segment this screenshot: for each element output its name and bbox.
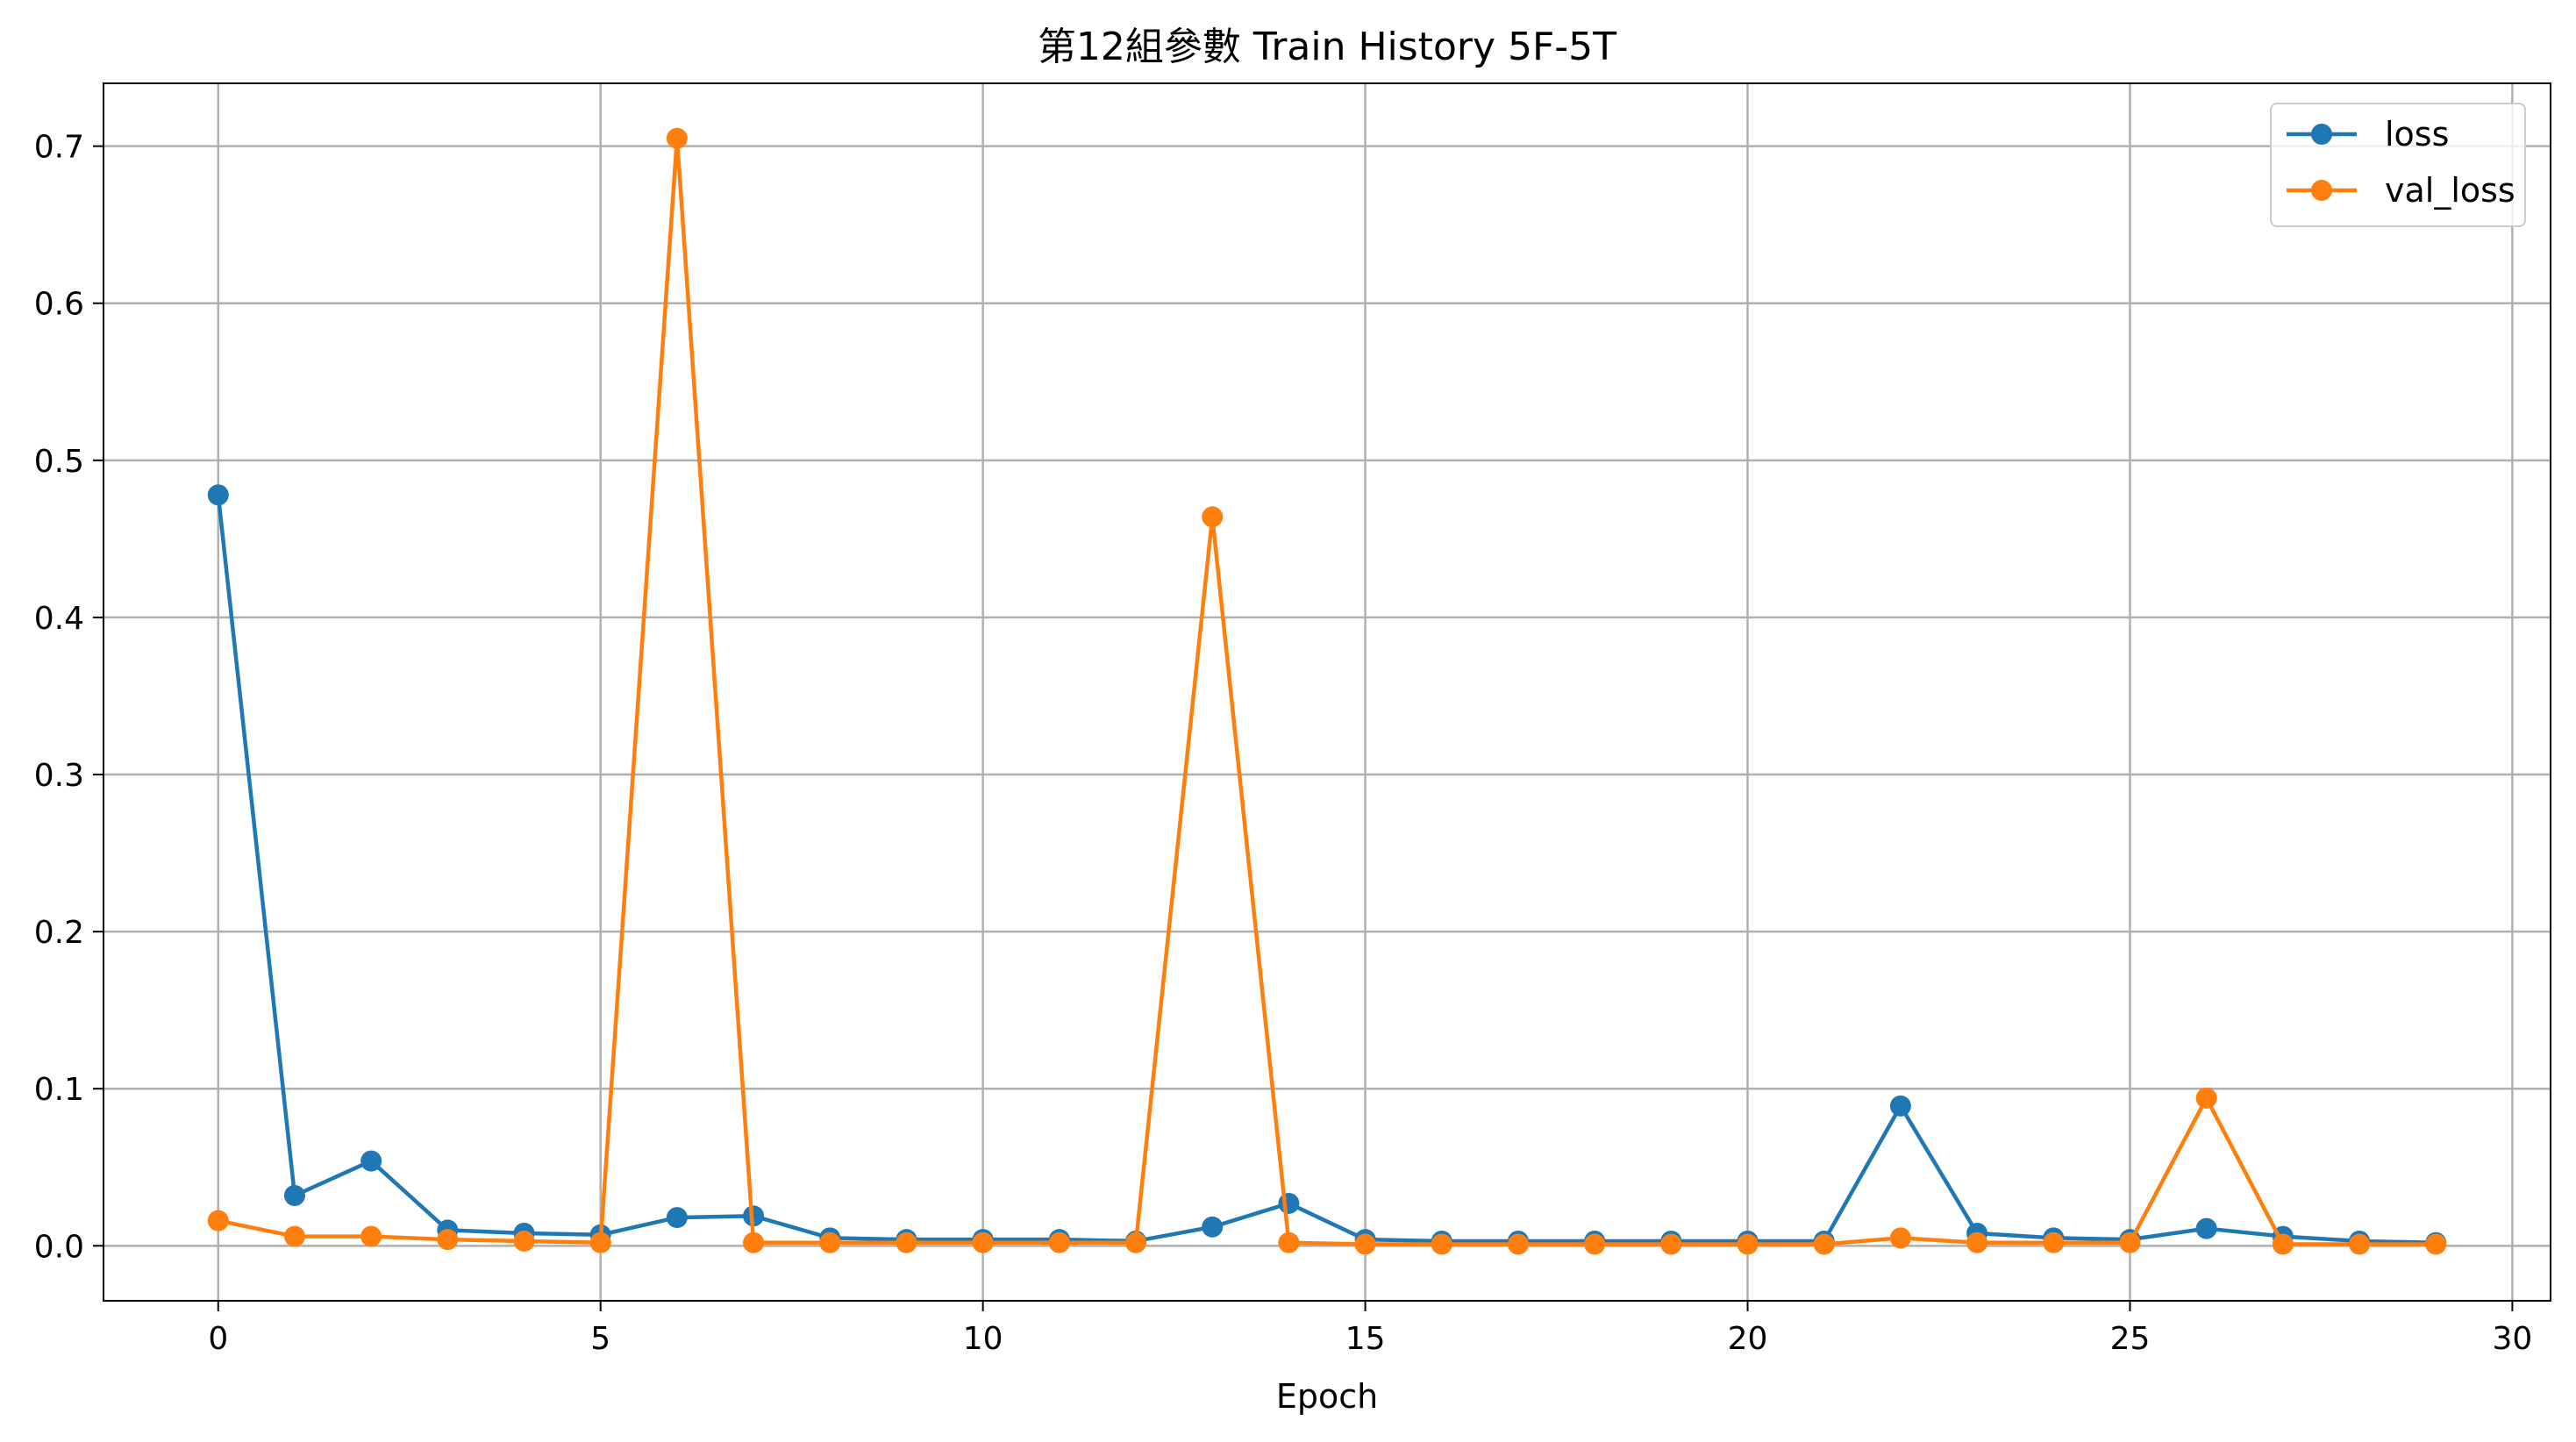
data-point-loss [360, 1150, 382, 1172]
data-point-val-loss [2195, 1087, 2217, 1109]
legend-item-val-loss: val_loss [2287, 171, 2515, 210]
data-point-val-loss [1660, 1233, 1682, 1255]
x-axis-label: Epoch [1276, 1377, 1378, 1416]
data-point-val-loss [1431, 1233, 1452, 1255]
legend-item-loss: loss [2287, 115, 2449, 153]
data-point-val-loss [1889, 1227, 1911, 1249]
data-point-val-loss [589, 1231, 611, 1253]
data-point-val-loss [1125, 1231, 1147, 1253]
y-tick-label: 0.0 [34, 1229, 84, 1265]
y-tick-label: 0.7 [34, 130, 84, 166]
series-line-val-loss [218, 136, 2437, 1246]
x-tick-label: 25 [2110, 1321, 2151, 1357]
data-point-val-loss [1048, 1231, 1070, 1253]
y-tick-label: 0.6 [34, 287, 84, 323]
data-point-loss [1278, 1192, 1300, 1214]
legend-label: loss [2385, 115, 2449, 153]
data-point-val-loss [1966, 1231, 1988, 1253]
x-tick-label: 30 [2493, 1321, 2533, 1357]
series-line-loss [216, 494, 2437, 1245]
plot-frame [103, 82, 2551, 1302]
x-tick-label: 0 [208, 1321, 228, 1357]
data-point-loss [666, 1207, 688, 1229]
data-point-val-loss [1584, 1233, 1606, 1255]
legend: loss val_loss [2270, 103, 2526, 227]
grid-lines [103, 83, 2551, 1301]
data-point-val-loss [1813, 1233, 1835, 1255]
data-point-val-loss [437, 1229, 459, 1251]
data-point-val-loss [283, 1225, 305, 1247]
axis-ticks: 0 5 10 15 20 25 30 0.0 0.1 0.2 0.3 0.4 0.5 0.6 0.7 [34, 130, 2533, 1357]
data-point-val-loss [2425, 1233, 2447, 1255]
data-point-val-loss [819, 1231, 841, 1253]
data-point-val-loss [972, 1231, 994, 1253]
y-tick-label: 0.3 [34, 758, 84, 794]
data-point-loss [1889, 1095, 1911, 1117]
data-point-val-loss [666, 127, 688, 149]
data-point-val-loss [743, 1231, 765, 1253]
x-tick-label: 20 [1728, 1321, 1768, 1357]
data-point-loss [207, 484, 229, 506]
data-point-loss [283, 1185, 305, 1207]
data-point-val-loss [1737, 1233, 1759, 1255]
data-point-val-loss [207, 1210, 229, 1231]
data-point-val-loss [1354, 1233, 1376, 1255]
data-point-loss [1202, 1216, 1224, 1238]
data-point-val-loss [896, 1231, 917, 1253]
series-layer [207, 127, 2447, 1255]
x-tick-label: 15 [1345, 1321, 1386, 1357]
series-val-loss [207, 127, 2447, 1255]
data-point-val-loss [2272, 1233, 2294, 1255]
data-point-val-loss [1278, 1231, 1300, 1253]
y-tick-label: 0.4 [34, 601, 84, 637]
data-point-val-loss [513, 1230, 535, 1252]
y-tick-label: 0.2 [34, 915, 84, 951]
legend-label: val_loss [2385, 171, 2515, 210]
data-point-val-loss [1202, 506, 1224, 528]
legend-marker [2311, 124, 2332, 145]
x-tick-label: 5 [590, 1321, 610, 1357]
data-point-loss [2195, 1217, 2217, 1239]
data-point-val-loss [2349, 1233, 2371, 1255]
y-tick-label: 0.5 [34, 444, 84, 480]
chart-title: 第12組參數 Train History 5F-5T [1038, 25, 1616, 69]
data-point-val-loss [2043, 1231, 2065, 1253]
y-tick-label: 0.1 [34, 1072, 84, 1108]
data-point-val-loss [2119, 1231, 2141, 1253]
legend-marker [2311, 180, 2332, 201]
x-tick-label: 10 [963, 1321, 1003, 1357]
data-point-val-loss [360, 1225, 382, 1247]
data-point-val-loss [1507, 1233, 1529, 1255]
